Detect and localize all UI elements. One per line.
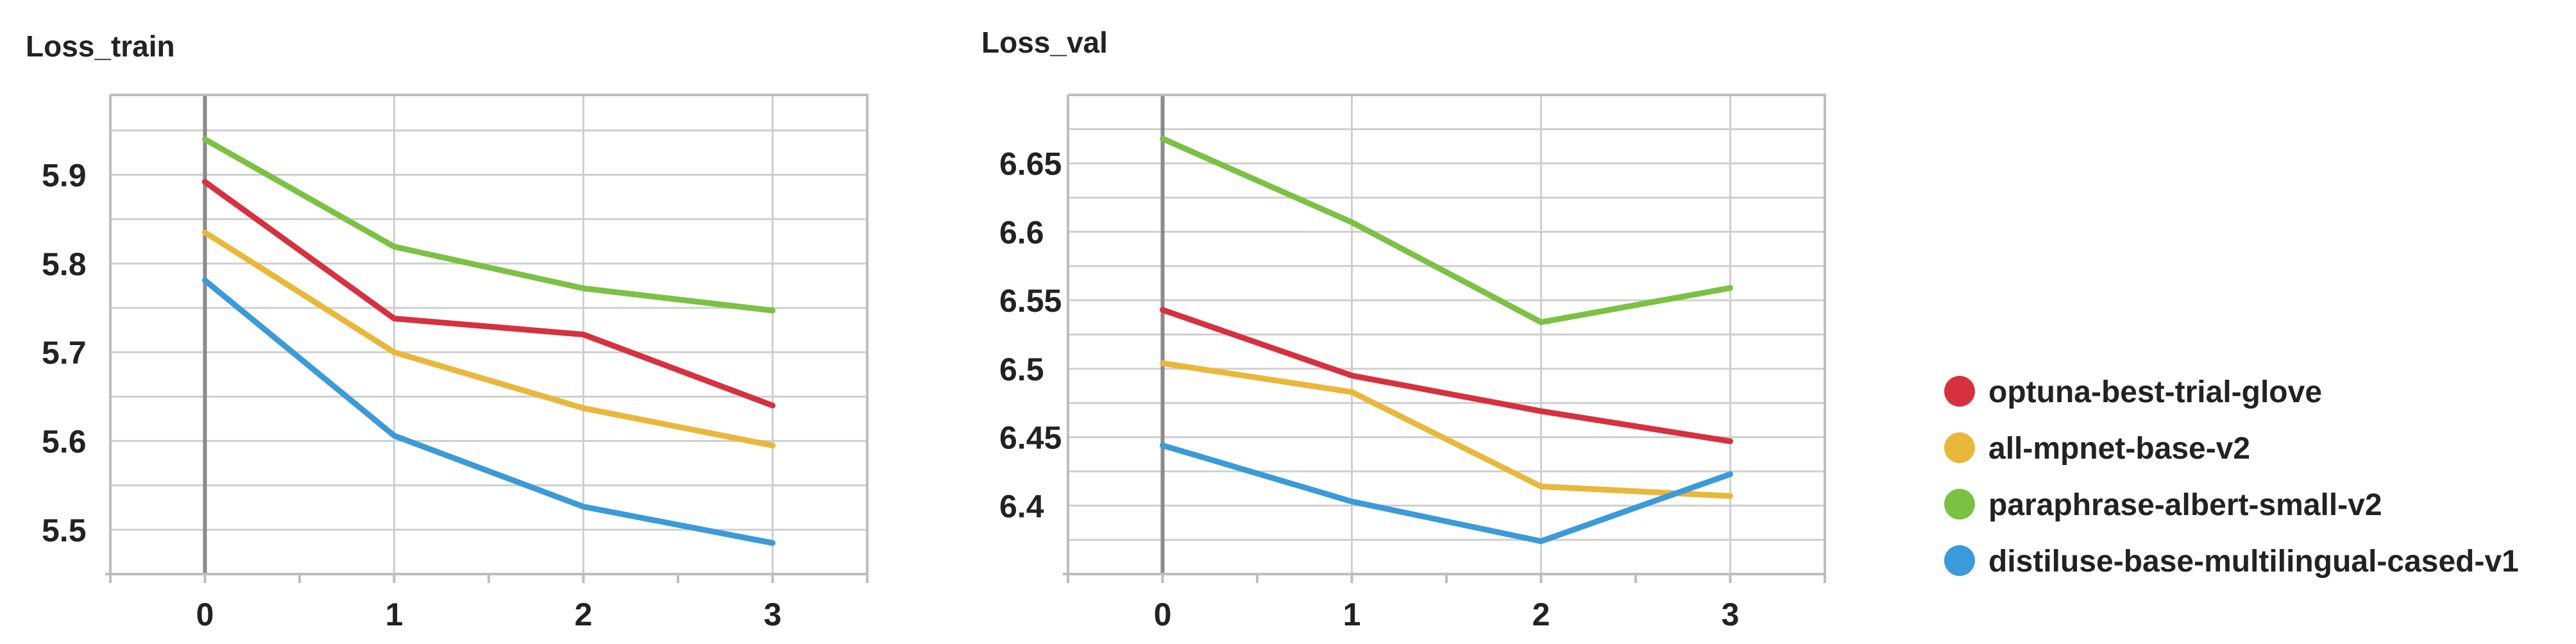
y-tick-label: 6.6 [999, 214, 1044, 250]
y-tick-label: 6.45 [999, 420, 1062, 456]
loss-train-chart: Loss_train 5.5 5.6 5.7 5.8 5.9 0 1 2 3 [26, 30, 869, 632]
x-tick-label: 1 [1343, 597, 1361, 632]
series-line [1160, 360, 1733, 499]
legend-swatch-icon [1944, 376, 1975, 407]
series-line [1160, 135, 1733, 325]
y-tick-label: 5.8 [42, 246, 87, 282]
y-tick-label: 6.4 [999, 488, 1044, 524]
y-tick-label: 5.5 [42, 513, 87, 548]
legend-label: optuna-best-trial-glove [1988, 375, 2322, 409]
x-tick-label: 2 [575, 597, 593, 632]
x-tick-label: 3 [764, 597, 782, 632]
x-tick-label: 1 [386, 597, 403, 632]
plot-frame [1063, 94, 1826, 575]
legend-label: distiluse-base-multilingual-cased-v1 [1988, 545, 2519, 579]
series-line [202, 277, 775, 547]
series-line [202, 179, 775, 409]
plot-frame [105, 94, 869, 575]
legend-label: paraphrase-albert-small-v2 [1988, 488, 2382, 522]
y-tick-label: 6.65 [999, 146, 1062, 182]
legend-label: all-mpnet-base-v2 [1988, 432, 2250, 466]
y-tick-label: 5.7 [42, 335, 87, 371]
legend: optuna-best-trial-glove all-mpnet-base-v2… [1944, 375, 2519, 579]
legend-swatch-icon [1944, 489, 1975, 520]
series-line [1160, 442, 1733, 545]
y-tick-label: 6.55 [999, 283, 1062, 319]
y-tick-label: 6.5 [999, 352, 1044, 387]
x-tick-label: 0 [196, 597, 214, 632]
x-tick-label: 2 [1532, 597, 1550, 632]
x-tick-label: 0 [1154, 597, 1172, 632]
legend-swatch-icon [1944, 432, 1975, 463]
series-line [202, 136, 775, 314]
chart-title: Loss_val [981, 26, 1108, 59]
legend-swatch-icon [1944, 545, 1975, 576]
y-tick-label: 5.9 [42, 158, 87, 194]
y-tick-label: 5.6 [42, 424, 87, 460]
series-line [1160, 307, 1733, 445]
series-line [202, 229, 775, 448]
loss-val-chart: Loss_val 6.4 6.45 6.5 6.55 6.6 6.65 0 1 2 3 [981, 26, 1826, 632]
chart-title: Loss_train [26, 30, 175, 63]
x-tick-label: 3 [1722, 597, 1740, 632]
